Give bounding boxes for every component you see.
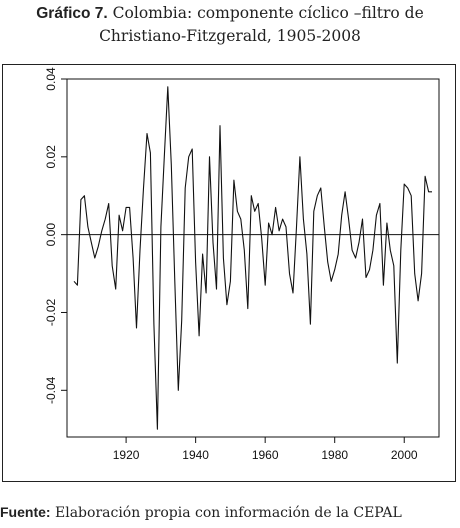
x-tick-label: 1960	[252, 448, 279, 462]
caption-line-2: Christiano-Fitzgerald, 1905-2008	[99, 27, 361, 45]
figure-caption: Gráfico 7. Colombia: componente cíclico …	[0, 2, 460, 47]
y-tick-label: 0.00	[44, 223, 58, 247]
plot-frame	[66, 78, 440, 438]
caption-title: Colombia: componente cíclico –filtro de	[112, 4, 424, 22]
y-tick-label: -0.02	[44, 298, 58, 326]
x-tick-label: 1980	[321, 448, 348, 462]
source-note: Fuente: Elaboración propia con informaci…	[0, 504, 460, 521]
y-tick-label: 0.02	[44, 145, 58, 169]
y-tick-label: -0.04	[44, 376, 58, 404]
series-line	[73, 86, 432, 430]
y-tick-label: 0.04	[44, 67, 58, 91]
x-tick-label: 1940	[182, 448, 209, 462]
caption-line-1: Gráfico 7. Colombia: componente cíclico …	[0, 2, 460, 25]
source-text: Elaboración propia con información de la…	[55, 505, 402, 521]
source-label: Fuente:	[0, 504, 51, 520]
chart-panel: -0.04 -0.02 0.00 0.02 0.04 1920 1940 1960 1980 20…	[2, 64, 456, 482]
x-tick-label: 1920	[113, 448, 140, 462]
line-chart: -0.04 -0.02 0.00 0.02 0.04 1920 1940 1960 1980 20…	[44, 67, 440, 462]
x-tick-label: 2000	[391, 448, 418, 462]
caption-label: Gráfico 7.	[36, 5, 108, 22]
